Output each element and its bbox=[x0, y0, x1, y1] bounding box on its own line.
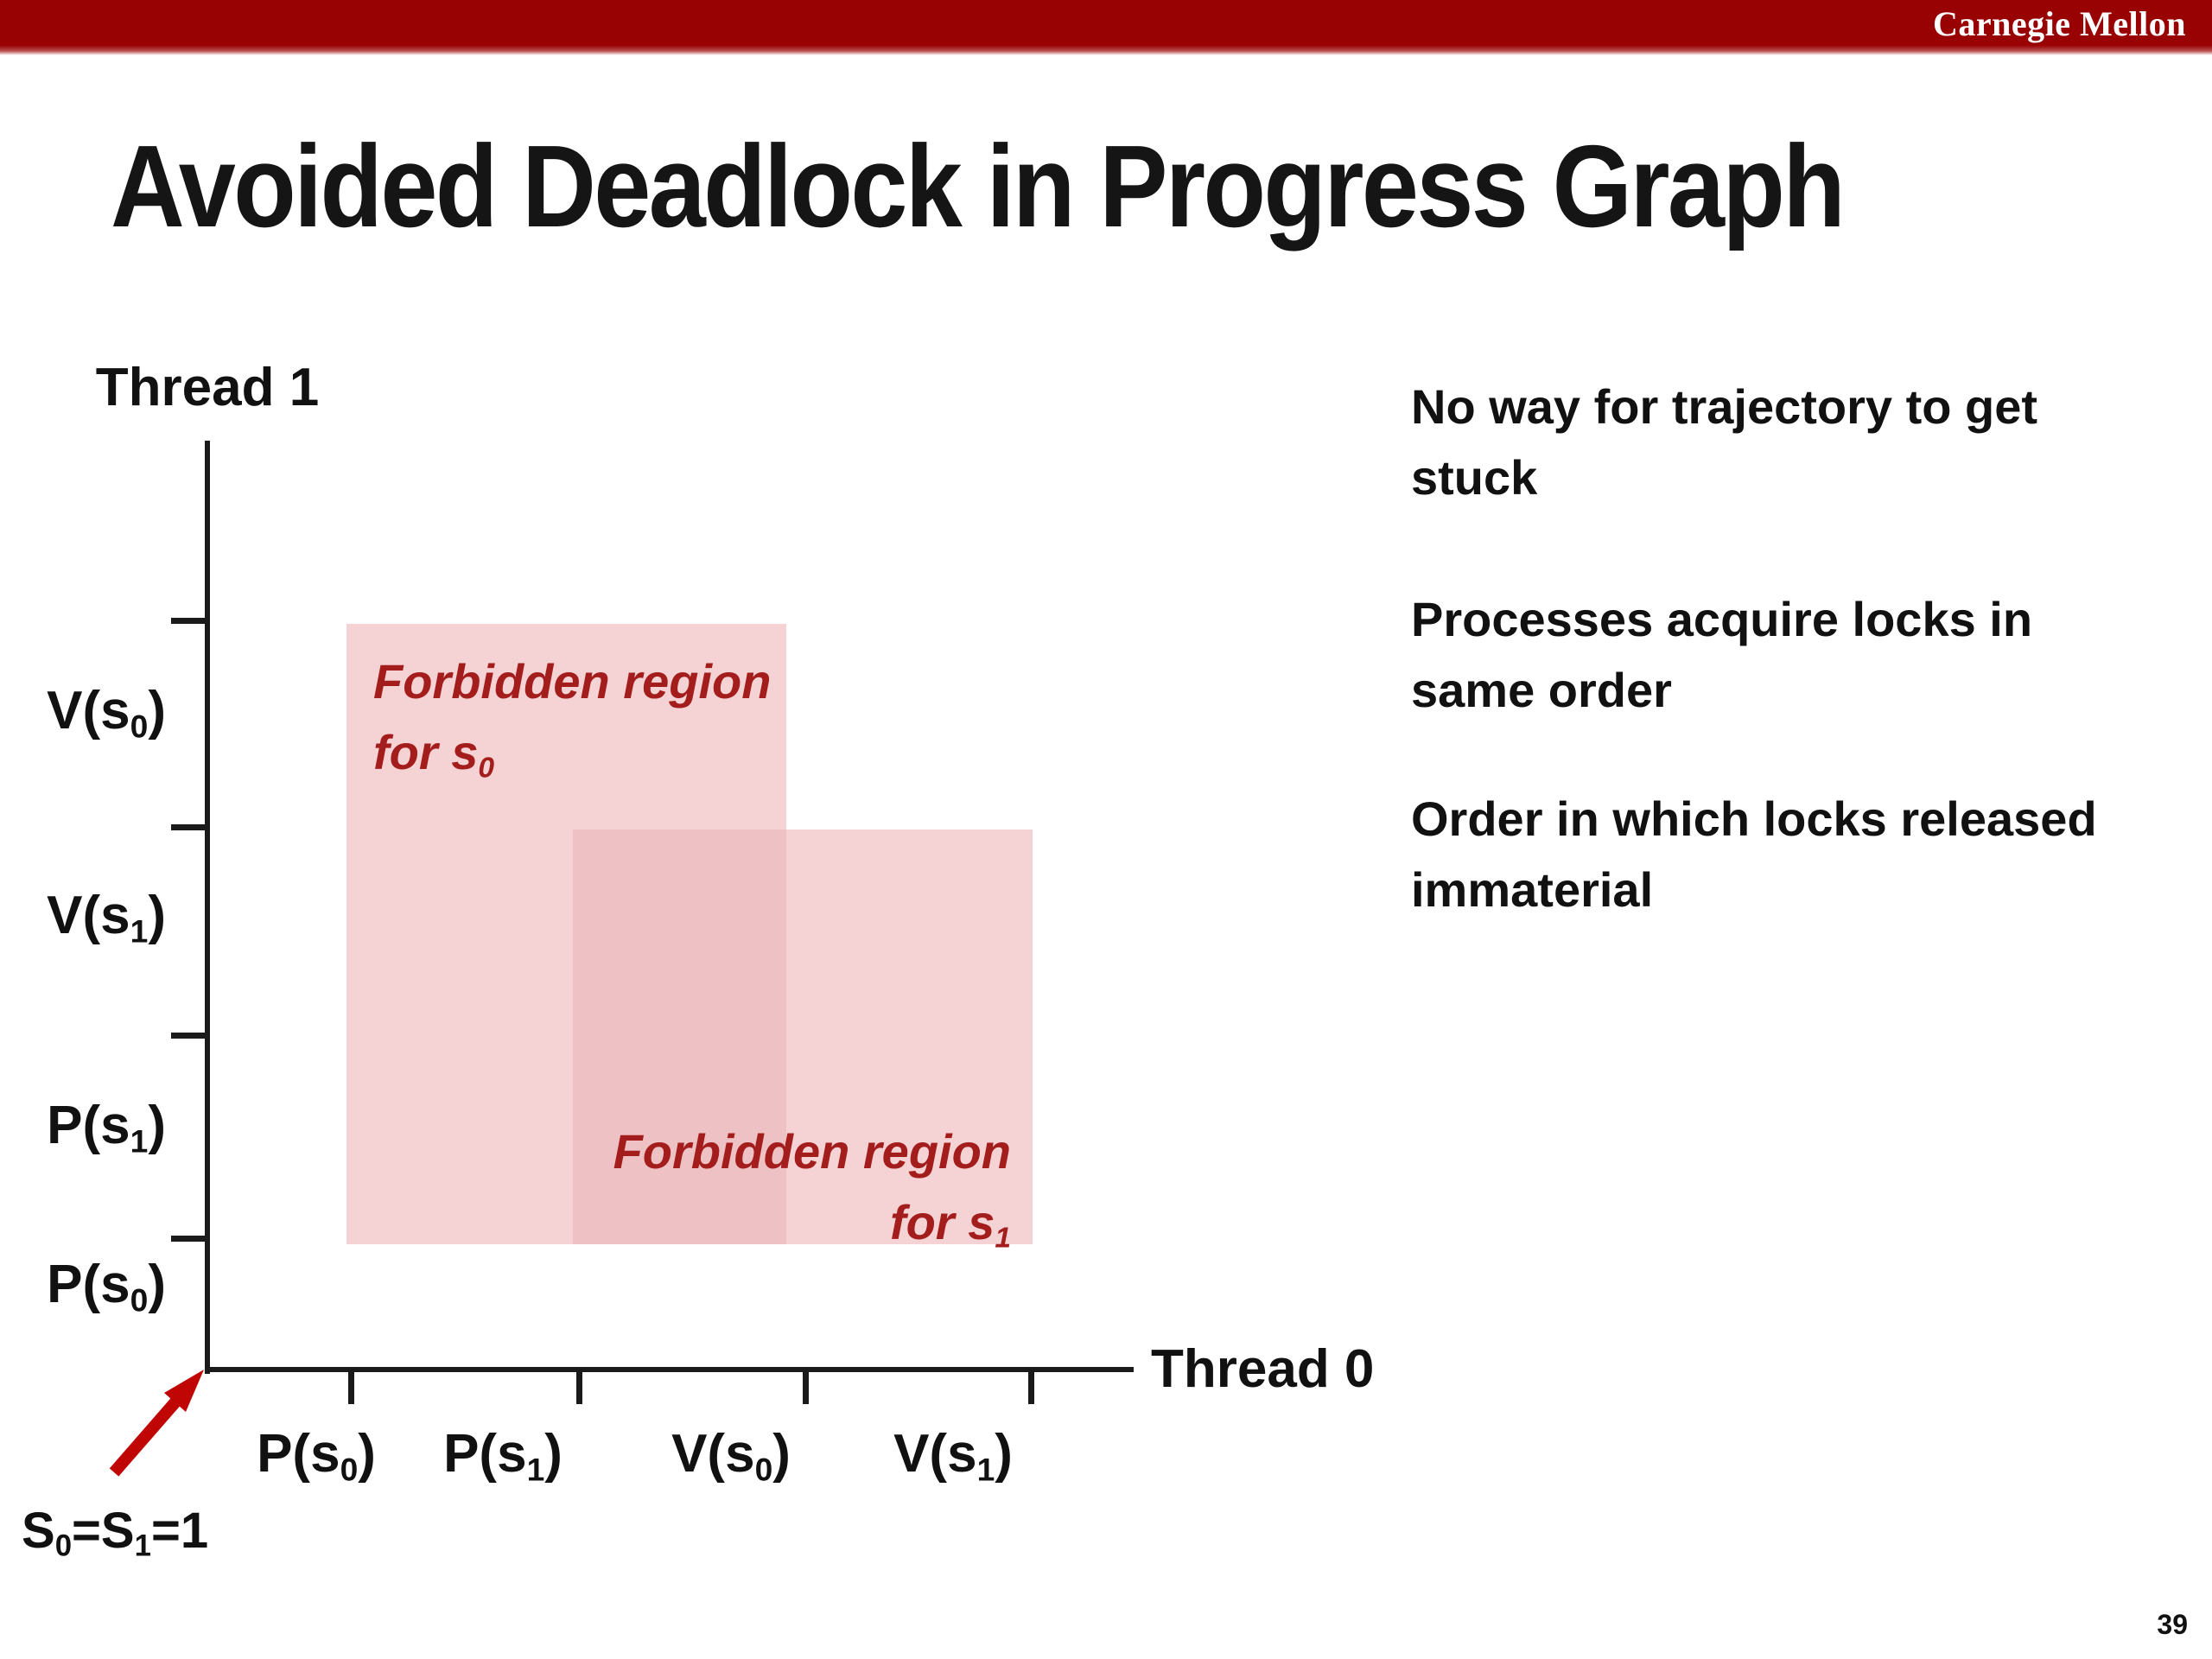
x-tick bbox=[348, 1370, 354, 1404]
note-line: immaterial bbox=[1411, 862, 1654, 917]
y-tick-label: P(s1) bbox=[47, 1096, 166, 1160]
x-axis-line bbox=[205, 1367, 1134, 1372]
brand-text: Carnegie Mellon bbox=[1933, 4, 2186, 43]
y-axis-title: Thread 1 bbox=[95, 358, 320, 417]
note-line: stuck bbox=[1411, 450, 1538, 505]
forbidden-region-overlap bbox=[573, 830, 786, 1244]
note-line: same order bbox=[1411, 663, 1672, 717]
note-line: Processes acquire locks in bbox=[1411, 592, 2033, 646]
y-tick bbox=[171, 824, 209, 830]
x-tick-label: V(s1) bbox=[893, 1424, 1013, 1488]
note-block: No way for trajectory to get stuck bbox=[1411, 372, 2154, 513]
note-block: Order in which locks released immaterial bbox=[1411, 784, 2154, 925]
x-tick-label: V(s0) bbox=[671, 1424, 791, 1488]
note-line: Order in which locks released bbox=[1411, 791, 2097, 846]
forbidden-region-s0-line1: Forbidden region bbox=[373, 654, 772, 709]
forbidden-region-s0-label: Forbidden region for s0 bbox=[373, 646, 771, 804]
y-tick-label: V(s1) bbox=[47, 886, 166, 950]
x-tick bbox=[576, 1370, 582, 1404]
forbidden-region-s0-line2: for s0 bbox=[373, 725, 495, 785]
page-title: Avoided Deadlock in Progress Graph bbox=[111, 121, 1846, 251]
x-tick bbox=[1028, 1370, 1034, 1404]
origin-arrow-icon bbox=[109, 1370, 204, 1477]
x-axis-title: Thread 0 bbox=[1151, 1339, 1375, 1399]
forbidden-region-s1-line1: Forbidden region bbox=[613, 1124, 1011, 1179]
y-tick-label: P(s0) bbox=[47, 1255, 166, 1319]
forbidden-region-s1-line2: for s1 bbox=[889, 1195, 1011, 1255]
y-tick bbox=[171, 1033, 209, 1039]
forbidden-region-s1-label: Forbidden region for s1 bbox=[605, 1116, 1011, 1274]
page-number: 39 bbox=[2157, 1609, 2188, 1640]
y-axis-line bbox=[205, 441, 210, 1374]
note-block: Processes acquire locks in same order bbox=[1411, 584, 2154, 726]
y-tick-label: V(s0) bbox=[47, 681, 166, 745]
note-line: No way for trajectory to get bbox=[1411, 379, 2038, 434]
x-tick-label: P(s1) bbox=[443, 1424, 563, 1488]
header-banner: Carnegie Mellon bbox=[0, 0, 2212, 55]
y-tick bbox=[171, 618, 209, 624]
y-tick bbox=[171, 1236, 209, 1242]
x-tick-label: P(s0) bbox=[257, 1424, 376, 1488]
origin-semaphore-label: S0=S1=1 bbox=[22, 1503, 209, 1563]
x-tick bbox=[803, 1370, 809, 1404]
